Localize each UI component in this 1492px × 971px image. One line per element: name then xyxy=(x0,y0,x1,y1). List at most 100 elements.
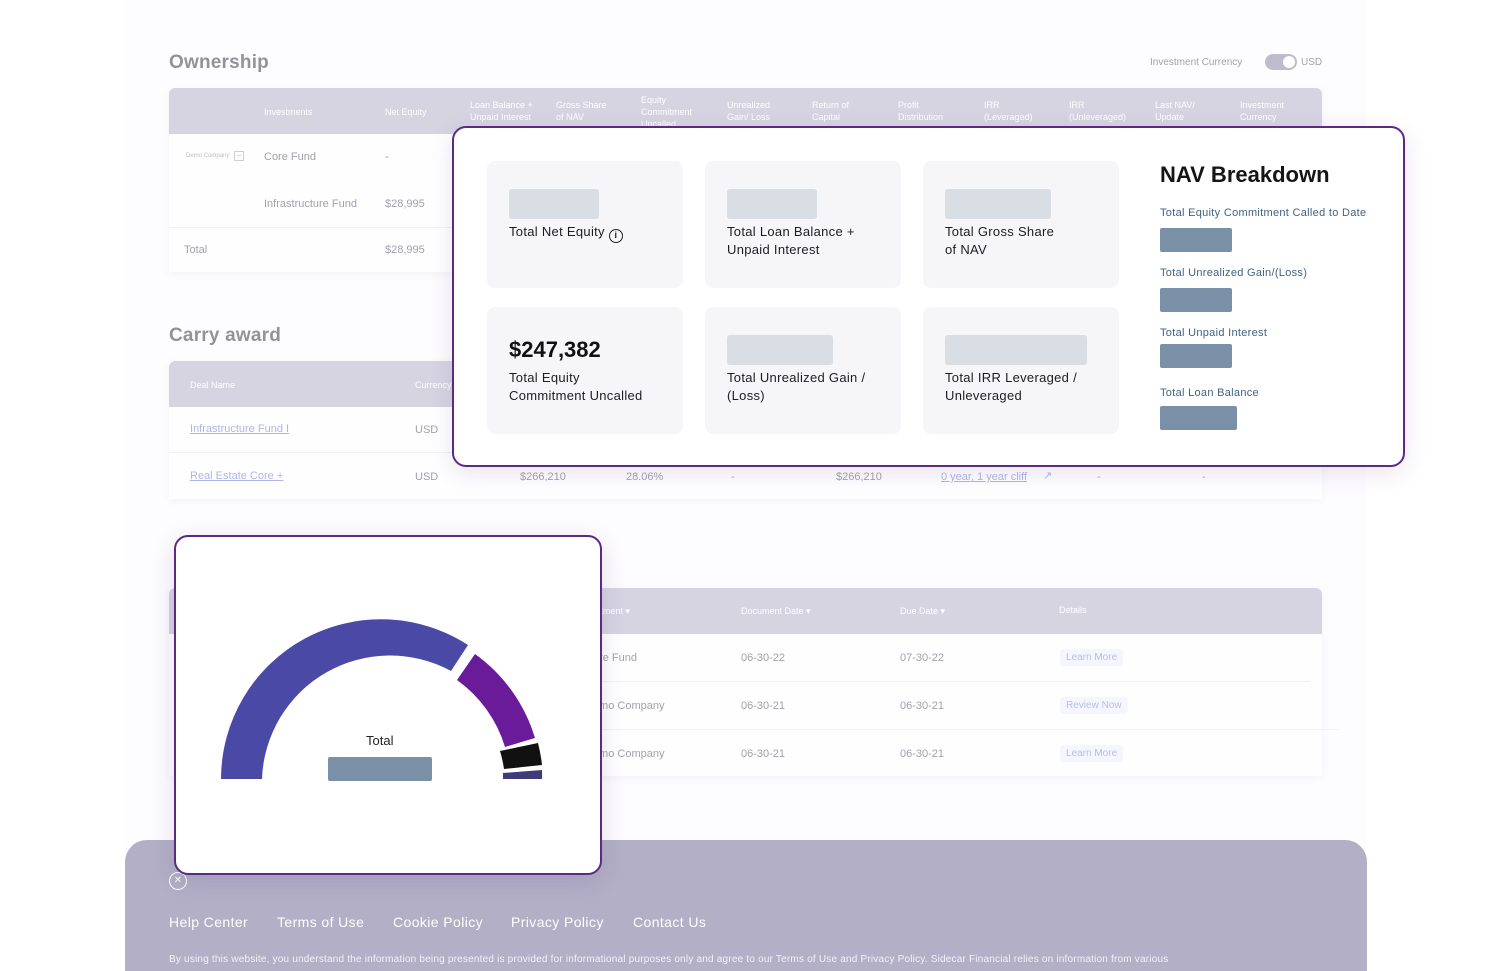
due-date: 07-30-22 xyxy=(900,652,945,664)
breakdown-bar xyxy=(1160,228,1232,252)
col-header[interactable]: Investment Currency xyxy=(1240,100,1285,122)
collapse-icon[interactable]: − xyxy=(234,151,244,161)
breakdown-label: Total Equity Commitment Called to Date xyxy=(1160,207,1367,219)
gauge-segment-primary xyxy=(221,619,468,779)
footer-link-cookie[interactable]: Cookie Policy xyxy=(393,914,484,930)
row-name: Core Fund xyxy=(264,151,316,163)
info-icon[interactable]: i xyxy=(608,229,623,243)
breakdown-bar xyxy=(1160,344,1232,368)
company-name: Demo Company xyxy=(186,153,230,159)
tile-label-line: Total Gross Share xyxy=(945,224,1055,239)
col-header[interactable]: Gross Share of NAV xyxy=(556,100,607,122)
divider xyxy=(169,227,459,228)
deal-link[interactable]: Real Estate Core + xyxy=(190,470,284,482)
footer-link-help[interactable]: Help Center xyxy=(169,914,249,930)
vesting-link[interactable]: 0 year, 1 year cliff xyxy=(941,471,1028,483)
value-placeholder xyxy=(509,189,599,219)
cell: - xyxy=(731,471,735,483)
total-value: $28,995 xyxy=(385,244,425,256)
col-header[interactable]: Return of Capital xyxy=(812,100,850,122)
col-header[interactable]: Net Equity xyxy=(385,107,427,117)
footer-link-privacy[interactable]: Privacy Policy xyxy=(511,914,604,930)
tile-label-text: Total Net Equity xyxy=(509,224,605,239)
gauge-value-placeholder xyxy=(328,757,432,781)
doc-investment: Demo Company xyxy=(585,700,665,712)
learn-more-button[interactable]: Learn More xyxy=(1060,649,1124,666)
nav-breakdown-title: NAV Breakdown xyxy=(1160,162,1330,187)
due-date: 06-30-21 xyxy=(900,700,945,712)
col-header[interactable]: Document Date ▾ xyxy=(741,606,811,616)
currency-toggle-value: USD xyxy=(1301,57,1323,68)
due-date: 06-30-21 xyxy=(900,748,945,760)
tile-label: Total Loan Balance + Unpaid Interest xyxy=(727,223,855,259)
doc-investment: Demo Company xyxy=(585,748,665,760)
external-link-icon[interactable]: ↗ xyxy=(1043,470,1053,482)
divider xyxy=(580,681,1310,682)
logo-icon[interactable]: ✕ xyxy=(169,872,187,890)
tile-label-line: Total Unrealized Gain / xyxy=(727,370,866,385)
stat-tile: Total Loan Balance + Unpaid Interest xyxy=(705,161,901,288)
gauge-chart xyxy=(221,619,543,779)
col-header[interactable]: IRR (Unleveraged) xyxy=(1069,100,1127,122)
col-header[interactable]: Equity Commitment Uncalled xyxy=(641,95,693,129)
col-header[interactable]: Loan Balance + Unpaid Interest xyxy=(470,100,533,122)
col-header[interactable]: Profit Distribution xyxy=(898,100,944,122)
stat-tile: Total Net Equity i xyxy=(487,161,683,288)
footer-disclaimer: By using this website, you understand th… xyxy=(169,954,1169,965)
cell: - xyxy=(1202,471,1206,483)
breakdown-label: Total Unpaid Interest xyxy=(1160,327,1268,339)
col-header[interactable]: Investments xyxy=(264,107,313,117)
tile-label-line: Total Loan Balance + xyxy=(727,224,855,239)
gauge-total-label: Total xyxy=(366,733,394,748)
divider xyxy=(580,729,1340,730)
col-header-label: Document Date xyxy=(741,606,804,616)
footer-link-contact[interactable]: Contact Us xyxy=(633,914,707,930)
currency-toggle-label: Investment Currency xyxy=(1150,57,1243,68)
col-header[interactable]: Currency xyxy=(415,380,452,390)
total-label: Total xyxy=(184,244,208,256)
tile-label: Total Gross Share of NAV xyxy=(945,223,1054,259)
row-name: Infrastructure Fund xyxy=(264,198,357,210)
doc-date: 06-30-21 xyxy=(741,700,786,712)
breakdown-label: Total Loan Balance xyxy=(1160,387,1259,399)
cell: - xyxy=(1097,471,1101,483)
col-header[interactable]: Deal Name xyxy=(190,380,236,390)
learn-more-button[interactable]: Learn More xyxy=(1060,745,1124,762)
col-header[interactable]: IRR (Leveraged) xyxy=(984,100,1033,122)
breakdown-bar xyxy=(1160,406,1237,430)
stat-tile: $247,382 Total Equity Commitment Uncalled xyxy=(487,307,683,434)
gauge-segment-quaternary xyxy=(503,770,543,779)
tile-label: Total Equity Commitment Uncalled xyxy=(509,369,643,405)
review-now-button[interactable]: Review Now xyxy=(1060,697,1128,714)
tile-label-line: Total IRR Leveraged / xyxy=(945,370,1078,385)
col-header[interactable]: Last NAV/ Update xyxy=(1155,100,1195,122)
value-placeholder xyxy=(727,335,833,365)
tile-label-line: Total Equity xyxy=(509,370,580,385)
stat-tile: Total IRR Leveraged / Unleveraged xyxy=(923,307,1119,434)
row-net-equity: $28,995 xyxy=(385,198,425,210)
footer-link-terms[interactable]: Terms of Use xyxy=(277,914,365,930)
deal-link[interactable]: Infrastructure Fund I xyxy=(190,423,290,435)
nav-breakdown-card: Total Net Equity i Total Loan Balance + Un… xyxy=(452,126,1405,467)
tile-label-line: (Loss) xyxy=(727,388,765,403)
col-header[interactable]: Due Date ▾ xyxy=(900,606,946,616)
col-header[interactable]: Details xyxy=(1059,605,1087,615)
doc-date: 06-30-22 xyxy=(741,652,786,664)
toggle-knob xyxy=(1283,56,1295,68)
col-header-label: Due Date xyxy=(900,606,939,616)
tile-label: Total Unrealized Gain / (Loss) xyxy=(727,369,865,405)
cell: $266,210 xyxy=(520,471,566,483)
gauge-card: Total xyxy=(174,535,602,875)
tile-label-line: Unpaid Interest xyxy=(727,242,820,257)
col-header[interactable]: Unrealized Gain/ Loss xyxy=(727,100,771,122)
carry-title: Carry award xyxy=(169,325,282,346)
stat-tile: Total Gross Share of NAV xyxy=(923,161,1119,288)
gauge-segment-secondary xyxy=(457,654,535,747)
row-net-equity: - xyxy=(385,151,389,163)
tile-value: $247,382 xyxy=(509,337,601,362)
value-placeholder xyxy=(727,189,817,219)
doc-date: 06-30-21 xyxy=(741,748,786,760)
ownership-title: Ownership xyxy=(169,52,269,73)
currency-toggle[interactable] xyxy=(1265,54,1297,70)
